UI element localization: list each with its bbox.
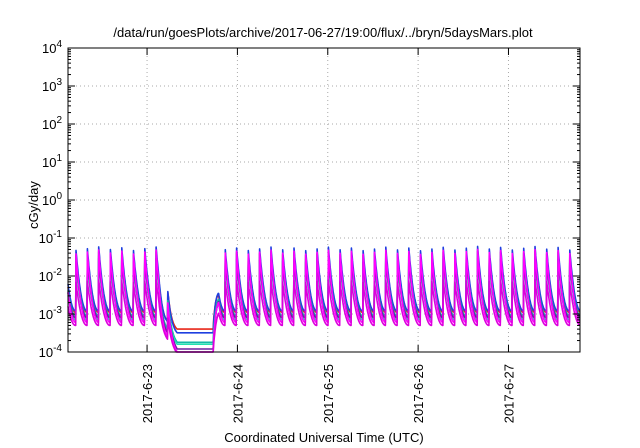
y-tick-label: 100 [42,191,62,208]
x-axis-label: Coordinated Universal Time (UTC) [224,430,423,445]
series-line-2 [67,245,581,334]
y-tick-label: 102 [42,115,62,132]
y-tick-label: 10-2 [39,267,63,284]
x-tick-label: 2017-6-23 [140,364,155,423]
y-tick-label: 103 [42,77,62,94]
y-tick-label: 104 [42,39,62,56]
y-tick-label: 10-1 [39,229,63,246]
plot-frame [67,47,581,353]
y-tick-label: 10-4 [39,343,63,360]
x-tick-labels: 2017-6-23 2017-6-24 2017-6-25 2017-6-26 2017… [140,364,516,423]
x-tick-label: 2017-6-24 [230,364,245,423]
series-line-7 [67,278,581,353]
x-tick-label: 2017-6-25 [321,364,336,423]
y-tick-labels: 10-4 10-3 10-2 10-1 100 101 102 103 104 [39,39,63,360]
y-tick-label: 10-3 [39,305,63,322]
series-line-6 [67,248,581,353]
chart-title: /data/run/goesPlots/archive/2017-06-27/1… [113,25,533,40]
y-axis-label: cGy/day [26,181,41,229]
x-tick-label: 2017-6-27 [501,364,516,423]
y-tick-label: 101 [42,153,62,170]
x-tick-label: 2017-6-26 [411,364,426,423]
series-group [67,245,581,353]
